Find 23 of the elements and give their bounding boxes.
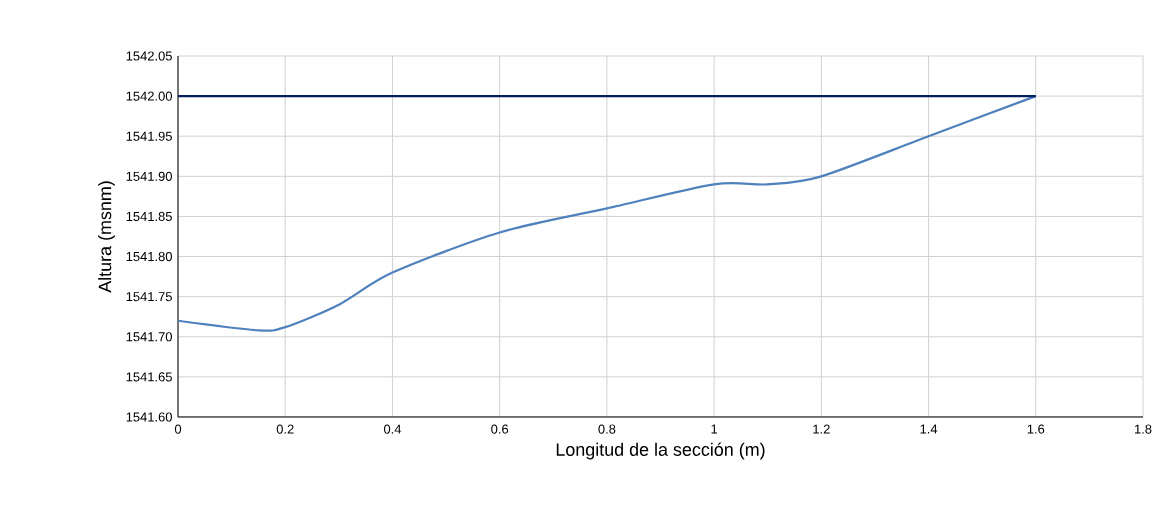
x-tick-label: 0.8 [598,424,616,434]
y-tick-label: 1542.00 [126,91,172,101]
x-tick-label: 1.6 [1027,424,1045,434]
y-tick-label: 1541.75 [126,292,172,302]
y-tick-label: 1542.05 [126,51,172,61]
x-tick-label: 0 [174,424,182,434]
y-tick-label: 1541.60 [126,412,172,422]
x-tick-label: 1.4 [920,424,938,434]
y-tick-label: 1541.95 [126,131,172,141]
y-tick-label: 1541.80 [126,251,172,262]
x-tick-label: 1.2 [813,424,830,434]
y-tick-label: 1541.90 [126,171,172,181]
y-axis-title: Altura (msnm) [98,181,115,293]
y-tick-label: 1541.85 [126,211,172,222]
line-series [178,95,1037,332]
y-tick-label: 1541.70 [126,332,172,342]
x-tick-label: 1.8 [1134,424,1152,434]
x-tick-label: 1 [711,424,718,434]
x-tick-label: 0.4 [383,424,402,434]
x-tick-label: 0.2 [276,424,294,434]
y-tick-label: 1541.65 [126,372,172,382]
x-tick-label: 0.6 [491,424,509,434]
x-axis-title: Longitud de la sección (m) [556,442,765,460]
